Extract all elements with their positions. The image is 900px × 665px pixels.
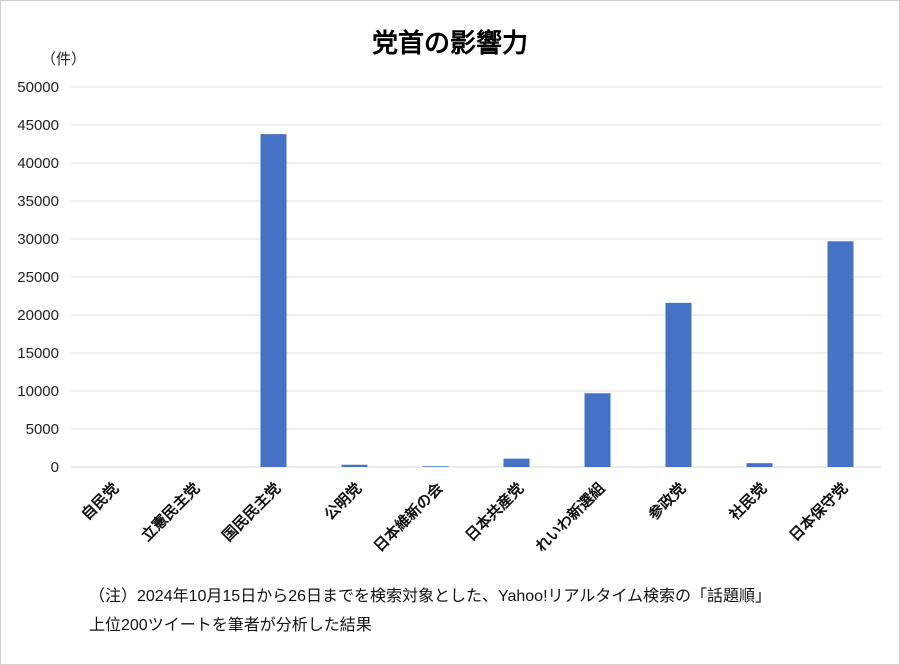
- y-tick-label: 50000: [17, 79, 59, 96]
- y-tick-label: 25000: [17, 269, 59, 286]
- y-axis-unit-label: （件）: [41, 51, 87, 68]
- x-tick-label: 日本保守党: [786, 479, 852, 545]
- chart-title: 党首の影響力: [371, 28, 528, 58]
- y-tick-label: 30000: [17, 231, 59, 248]
- footnote-line-2: 上位200ツイートを筆者が分析した結果: [89, 617, 372, 634]
- y-tick-label: 15000: [17, 345, 59, 362]
- y-tick-label: 40000: [17, 155, 59, 172]
- bar: [341, 464, 368, 467]
- x-tick-label: 立憲民主党: [138, 479, 204, 545]
- y-tick-label: 20000: [17, 307, 59, 324]
- y-tick-label: 5000: [26, 421, 59, 438]
- bar: [422, 466, 449, 467]
- y-tick-label: 0: [51, 459, 59, 476]
- x-tick-label: 日本維新の会: [370, 479, 446, 555]
- x-tick-label: 社民党: [725, 479, 770, 524]
- y-tick-label: 35000: [17, 193, 59, 210]
- x-tick-label: れいわ新選組: [532, 479, 608, 555]
- bar: [746, 463, 773, 467]
- x-tick-label: 公明党: [321, 479, 366, 524]
- y-tick-label: 45000: [17, 117, 59, 134]
- y-tick-label: 10000: [17, 383, 59, 400]
- x-tick-label: 参政党: [645, 479, 690, 524]
- bar: [665, 302, 692, 467]
- bar: [827, 241, 854, 467]
- footnote-line-1: （注）2024年10月15日から26日までを検索対象とした、Yahoo!リアルタ…: [89, 588, 772, 605]
- bar: [260, 134, 287, 467]
- x-tick-label: 日本共産党: [462, 479, 528, 545]
- bar: [503, 458, 530, 467]
- x-tick-label: 自民党: [78, 479, 123, 524]
- x-tick-label: 国民民主党: [219, 479, 285, 545]
- bar: [584, 393, 611, 467]
